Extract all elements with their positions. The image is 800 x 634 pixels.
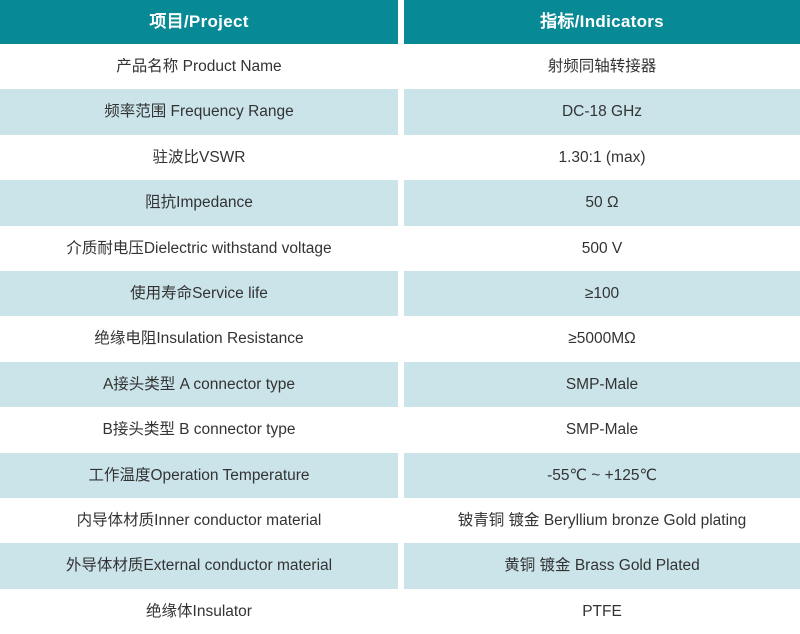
table-row: 产品名称 Product Name 射频同轴转接器 — [0, 44, 800, 90]
column-divider — [398, 134, 404, 181]
table-row: 绝缘体Insulator PTFE — [0, 588, 800, 634]
table-row: 介质耐电压Dielectric withstand voltage 500 V — [0, 225, 800, 271]
header-cell-indicators: 指标/Indicators — [404, 0, 800, 44]
project-cell: 外导体材质External conductor material — [0, 543, 398, 589]
indicator-cell: DC-18 GHz — [404, 89, 800, 135]
table-row: 频率范围 Frequency Range DC-18 GHz — [0, 89, 800, 135]
indicator-cell: 50 Ω — [404, 180, 800, 226]
table-row: 内导体材质Inner conductor material 铍青铜 镀金 Bery… — [0, 497, 800, 544]
column-divider — [398, 497, 404, 544]
table-row: 驻波比VSWR 1.30:1 (max) — [0, 134, 800, 181]
column-divider — [398, 270, 404, 317]
project-cell: B接头类型 B connector type — [0, 407, 398, 453]
indicator-cell: ≥100 — [404, 270, 800, 317]
column-divider — [398, 89, 404, 135]
indicator-cell: 射频同轴转接器 — [404, 44, 800, 90]
column-divider — [398, 225, 404, 271]
project-cell: 阻抗Impedance — [0, 180, 398, 226]
project-cell: 介质耐电压Dielectric withstand voltage — [0, 225, 398, 271]
column-divider — [398, 588, 404, 634]
indicator-cell: 铍青铜 镀金 Beryllium bronze Gold plating — [404, 497, 800, 544]
column-divider — [398, 316, 404, 362]
project-cell: 使用寿命Service life — [0, 270, 398, 317]
table-row: 绝缘电阻Insulation Resistance ≥5000MΩ — [0, 316, 800, 362]
project-cell: 产品名称 Product Name — [0, 44, 398, 90]
indicator-cell: -55℃ ~ +125℃ — [404, 452, 800, 498]
column-divider — [398, 361, 404, 408]
table-row: 外导体材质External conductor material 黄铜 镀金 Br… — [0, 543, 800, 589]
column-divider — [398, 180, 404, 226]
project-cell: 工作温度Operation Temperature — [0, 452, 398, 498]
project-cell: 内导体材质Inner conductor material — [0, 497, 398, 544]
header-cell-project: 项目/Project — [0, 0, 398, 44]
indicator-cell: SMP-Male — [404, 407, 800, 453]
table-row: 阻抗Impedance 50 Ω — [0, 180, 800, 226]
table-row: 工作温度Operation Temperature -55℃ ~ +125℃ — [0, 452, 800, 498]
indicator-cell: SMP-Male — [404, 361, 800, 408]
column-divider — [398, 0, 404, 44]
project-cell: 绝缘电阻Insulation Resistance — [0, 316, 398, 362]
indicator-cell: 500 V — [404, 225, 800, 271]
column-divider — [398, 543, 404, 589]
indicator-cell: 1.30:1 (max) — [404, 134, 800, 181]
column-divider — [398, 407, 404, 453]
table-row: B接头类型 B connector type SMP-Male — [0, 407, 800, 453]
indicator-cell: 黄铜 镀金 Brass Gold Plated — [404, 543, 800, 589]
indicator-cell: PTFE — [404, 588, 800, 634]
column-divider — [398, 44, 404, 90]
indicator-cell: ≥5000MΩ — [404, 316, 800, 362]
project-cell: 驻波比VSWR — [0, 134, 398, 181]
table-row: 使用寿命Service life ≥100 — [0, 270, 800, 317]
table-header-row: 项目/Project 指标/Indicators — [0, 0, 800, 44]
project-cell: 绝缘体Insulator — [0, 588, 398, 634]
table-row: A接头类型 A connector type SMP-Male — [0, 361, 800, 408]
project-cell: 频率范围 Frequency Range — [0, 89, 398, 135]
project-cell: A接头类型 A connector type — [0, 361, 398, 408]
column-divider — [398, 452, 404, 498]
